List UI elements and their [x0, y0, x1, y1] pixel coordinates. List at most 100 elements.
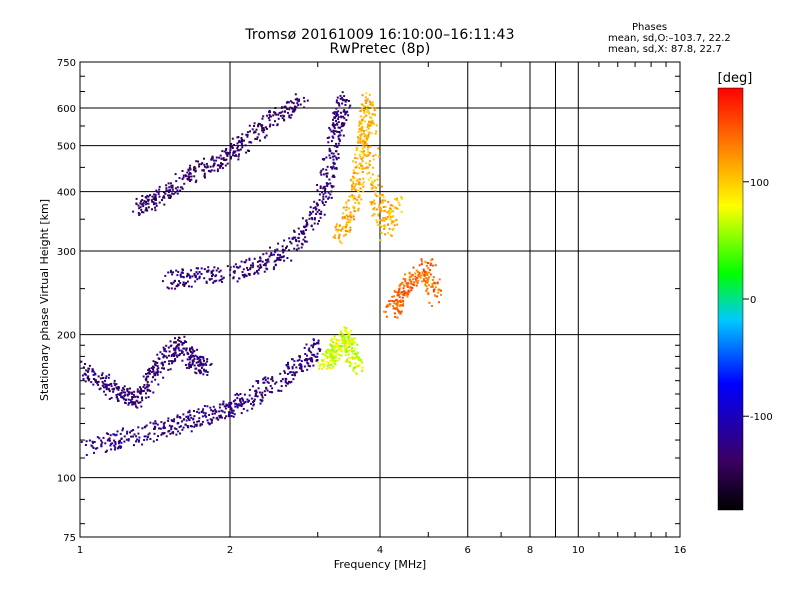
data-point	[108, 388, 111, 391]
data-point	[316, 355, 319, 358]
y-tick-label: 100	[57, 474, 76, 485]
data-point	[351, 184, 354, 187]
data-point	[348, 230, 351, 233]
data-point	[188, 356, 191, 359]
data-point	[183, 335, 186, 338]
data-point	[316, 210, 319, 213]
data-point	[120, 441, 123, 444]
data-point	[333, 347, 336, 350]
data-point	[369, 116, 372, 119]
data-point	[365, 135, 368, 137]
data-point	[286, 108, 289, 110]
data-point	[147, 195, 150, 198]
data-point	[348, 219, 351, 222]
data-point	[193, 415, 196, 418]
data-point	[336, 145, 339, 148]
data-point	[279, 111, 282, 114]
data-point	[261, 396, 264, 399]
data-point	[190, 175, 193, 178]
data-point	[204, 370, 207, 373]
data-point	[385, 315, 388, 318]
data-point	[186, 171, 189, 174]
data-point	[357, 140, 359, 143]
data-point	[207, 266, 210, 269]
data-point	[256, 395, 259, 398]
data-point	[301, 243, 304, 246]
data-point	[218, 156, 221, 159]
data-point	[297, 247, 300, 250]
data-point	[421, 280, 424, 283]
data-point	[310, 224, 313, 227]
data-point	[253, 400, 256, 403]
data-point	[268, 119, 271, 122]
data-point	[164, 426, 166, 429]
data-point	[174, 191, 177, 194]
data-point	[343, 335, 346, 338]
data-point	[329, 352, 332, 355]
data-point	[430, 285, 433, 288]
data-point	[289, 100, 292, 103]
data-point	[348, 335, 351, 338]
data-point	[320, 210, 323, 213]
data-point	[194, 354, 197, 357]
data-point	[100, 374, 103, 377]
data-point	[349, 218, 352, 221]
data-point	[391, 300, 394, 303]
data-point	[212, 273, 214, 276]
data-point	[406, 295, 409, 298]
data-point	[256, 260, 259, 263]
data-point	[116, 387, 119, 390]
data-point	[333, 145, 336, 148]
data-point	[316, 189, 319, 192]
data-point	[146, 202, 149, 205]
data-point	[155, 189, 158, 192]
data-point	[162, 422, 165, 425]
data-point	[174, 359, 177, 362]
data-point	[274, 107, 277, 109]
data-point	[360, 103, 363, 106]
data-point	[206, 371, 209, 374]
data-point	[172, 360, 175, 363]
data-point	[128, 402, 131, 404]
data-point	[99, 387, 102, 390]
data-point	[122, 387, 125, 390]
data-point	[162, 346, 165, 349]
data-point	[326, 165, 329, 168]
data-point	[311, 218, 314, 221]
data-point	[358, 162, 361, 165]
data-point	[215, 269, 218, 272]
data-point	[349, 104, 352, 107]
data-point	[223, 405, 226, 408]
data-point	[391, 216, 394, 218]
data-point	[174, 347, 177, 350]
data-point	[379, 207, 382, 210]
data-point	[371, 106, 374, 109]
data-point	[306, 358, 309, 361]
data-point	[350, 178, 352, 181]
data-point	[259, 264, 262, 267]
data-point	[264, 379, 267, 381]
data-point	[202, 411, 205, 414]
data-point	[353, 366, 356, 369]
data-point	[199, 364, 202, 367]
data-point	[182, 174, 185, 177]
data-point	[221, 163, 224, 165]
data-point	[322, 198, 325, 201]
data-point	[369, 101, 372, 104]
data-point	[377, 213, 380, 216]
data-point	[367, 123, 370, 126]
data-point	[157, 367, 160, 370]
data-point	[204, 362, 207, 365]
data-point	[346, 230, 349, 233]
data-point	[135, 202, 138, 205]
data-point	[264, 126, 267, 129]
data-point	[183, 340, 186, 343]
data-point	[103, 386, 105, 389]
data-point	[225, 158, 228, 161]
data-point	[363, 109, 365, 112]
data-point	[309, 365, 311, 368]
data-point	[330, 354, 333, 357]
data-point	[418, 264, 421, 267]
data-point	[350, 362, 353, 365]
data-point	[424, 271, 426, 274]
